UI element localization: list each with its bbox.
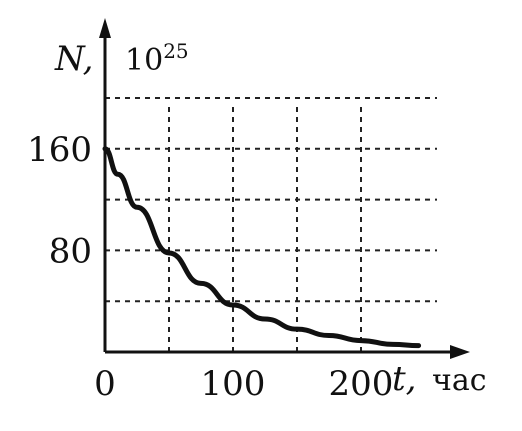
tick-label-layer: 0 100 200 80 160 (27, 130, 393, 404)
y-axis-unit: 1025 (125, 39, 189, 78)
x-tick-label: 0 (94, 364, 116, 404)
y-axis-unit-base: 10 (125, 43, 163, 78)
y-axis-title: N, 1025 (54, 39, 189, 79)
y-axis-arrow (99, 18, 111, 38)
decay-curve (102, 146, 422, 349)
grid-layer (105, 97, 437, 352)
y-axis-var: N, (54, 39, 93, 79)
x-tick-label: 200 (329, 364, 394, 404)
x-axis-var: t, (392, 359, 416, 399)
y-tick-label: 80 (49, 231, 92, 271)
y-tick-label: 160 (27, 130, 92, 170)
axes-layer (99, 18, 470, 359)
x-tick-label: 100 (201, 364, 266, 404)
x-axis-title: t, час (392, 359, 487, 399)
curve-layer (102, 146, 422, 349)
x-axis-unit: час (432, 363, 487, 398)
x-axis-arrow (450, 345, 470, 359)
y-axis-unit-exp: 25 (163, 39, 188, 63)
